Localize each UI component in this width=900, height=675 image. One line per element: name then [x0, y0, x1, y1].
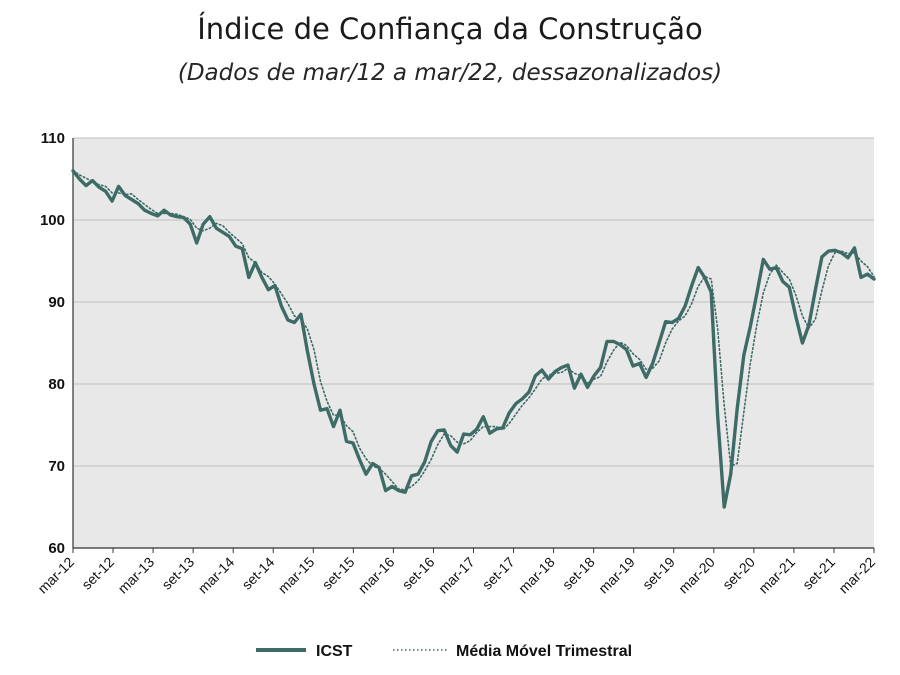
x-tick-label: mar-21 — [755, 554, 798, 597]
x-tick-label: mar-22 — [835, 554, 878, 597]
y-axis-ticks: 60 70 80 90 100 110 — [40, 130, 65, 557]
x-tick-label: set-21 — [799, 554, 838, 593]
x-tick-label: mar-13 — [115, 554, 158, 597]
y-tick-label: 110 — [41, 130, 65, 147]
x-tick-label: mar-12 — [34, 554, 77, 597]
y-tick-label: 90 — [48, 294, 65, 311]
x-tick-label: set-14 — [239, 554, 278, 593]
x-tick-label: set-16 — [399, 554, 438, 593]
legend: ICST Média Móvel Trimestral — [256, 643, 632, 660]
plot-area — [73, 138, 874, 548]
x-tick-label: mar-15 — [275, 554, 318, 597]
legend-label-icst: ICST — [316, 643, 353, 660]
series-line-icst — [71, 169, 876, 509]
x-tick-label: mar-14 — [195, 554, 238, 597]
x-tick-label: set-20 — [719, 554, 758, 593]
legend-label-media-movel: Média Móvel Trimestral — [456, 643, 632, 660]
x-tick-label: set-17 — [479, 554, 518, 593]
chart-title: Índice de Confiança da Construção — [197, 12, 703, 46]
y-tick-label: 100 — [40, 212, 65, 229]
y-tick-label: 80 — [48, 376, 65, 393]
y-tick-label: 70 — [48, 458, 65, 475]
x-tick-label: set-13 — [158, 554, 197, 593]
x-tick-label: set-19 — [639, 554, 678, 593]
x-tick-label: set-18 — [559, 554, 598, 593]
x-tick-label: mar-20 — [675, 554, 718, 597]
x-tick-label: set-12 — [78, 554, 117, 593]
x-tick-label: mar-19 — [595, 554, 638, 597]
chart-subtitle: (Dados de mar/12 a mar/22, dessazonaliza… — [177, 60, 723, 86]
series-lines — [71, 169, 876, 509]
x-tick-label: set-15 — [319, 554, 358, 593]
x-tick-label: mar-17 — [435, 554, 478, 597]
series-line-media-movel — [72, 170, 875, 491]
x-tick-label: mar-18 — [515, 554, 558, 597]
y-tick-label: 60 — [48, 540, 65, 557]
x-tick-label: mar-16 — [355, 554, 398, 597]
